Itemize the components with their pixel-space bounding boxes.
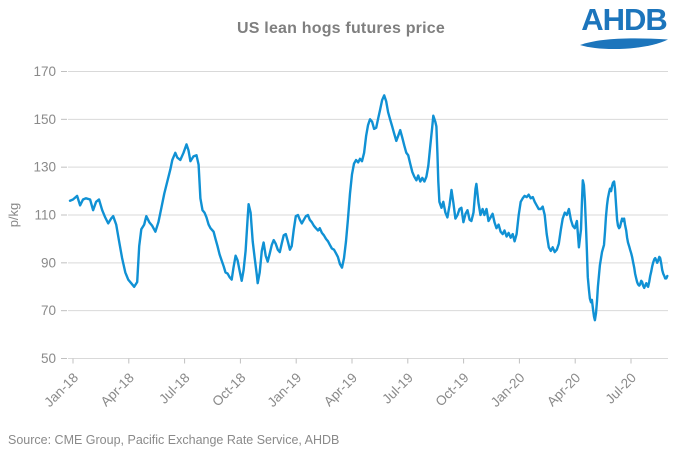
source-note: Source: CME Group, Pacific Exchange Rate… xyxy=(8,433,340,447)
x-tick-label: Apr-18 xyxy=(98,370,137,409)
ahdb-logo-wave-icon xyxy=(580,38,668,50)
y-tick-label: 70 xyxy=(41,303,56,318)
x-tick-label: Jul-20 xyxy=(603,370,640,407)
x-tick-label: Oct-19 xyxy=(432,370,471,409)
x-tick-label: Jan-20 xyxy=(488,370,528,410)
x-tick-label: Jul-19 xyxy=(379,370,416,407)
y-tick-label: 50 xyxy=(41,351,56,366)
chart-title: US lean hogs futures price xyxy=(237,20,445,37)
y-tick-label: 110 xyxy=(34,208,56,223)
x-tick-label: Jan-18 xyxy=(41,370,81,410)
x-tick-label: Apr-19 xyxy=(321,370,360,409)
y-tick-label: 130 xyxy=(33,160,56,175)
x-tick-label: Apr-20 xyxy=(544,370,583,409)
price-line-series xyxy=(68,94,669,322)
ahdb-logo: AHDB xyxy=(578,4,670,52)
x-tick-label: Jul-18 xyxy=(156,370,193,407)
y-tick-label: 150 xyxy=(33,112,56,127)
y-tick-label: 90 xyxy=(41,255,56,270)
ahdb-logo-text: AHDB xyxy=(581,2,668,37)
x-tick-label: Jan-19 xyxy=(265,370,305,410)
y-tick-label: 170 xyxy=(33,64,56,79)
x-tick-label: Oct-18 xyxy=(209,370,248,409)
